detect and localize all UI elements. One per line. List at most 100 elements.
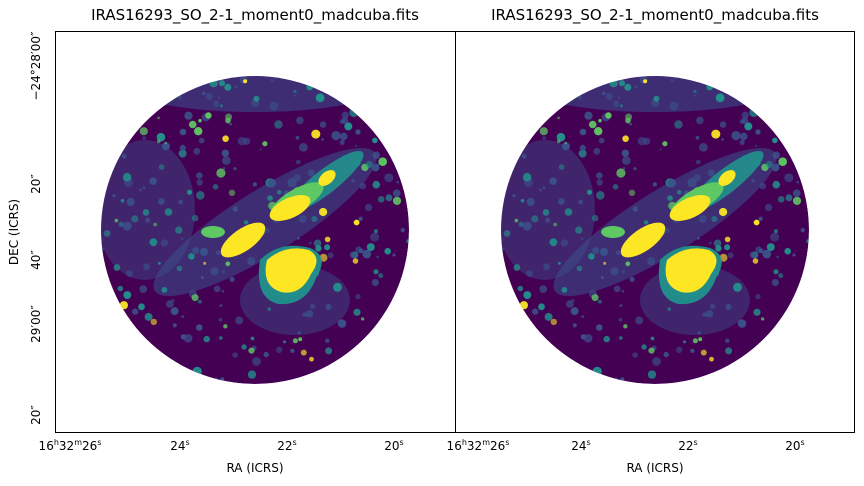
emission-speckle [392, 189, 401, 198]
emission-speckle [708, 241, 712, 245]
emission-speckle [122, 173, 132, 182]
emission-speckle [365, 161, 373, 168]
emission-speckle [558, 198, 565, 205]
emission-speckle [715, 93, 725, 103]
emission-speckle [693, 94, 696, 97]
emission-speckle [156, 139, 161, 144]
emission-speckle [676, 189, 682, 195]
emission-speckle [319, 121, 327, 128]
emission-speckle [576, 265, 583, 272]
emission-speckle [605, 112, 612, 119]
emission-speckle [327, 252, 334, 259]
y-tick-label: −24°28′00″ [29, 31, 43, 101]
emission-speckle [517, 285, 524, 292]
emission-speckle [674, 120, 683, 129]
emission-speckle [792, 189, 801, 198]
emission-speckle [603, 261, 607, 265]
emission-speckle [771, 279, 779, 286]
emission-speckle [192, 366, 202, 377]
emission-speckle [518, 221, 524, 227]
emission-speckle [117, 285, 124, 292]
ne-peak [269, 195, 311, 221]
emission-speckle [765, 161, 773, 168]
emission-speckle [188, 253, 195, 260]
emission-speckle [621, 269, 626, 274]
emission-speckle [378, 273, 384, 279]
emission-speckle [283, 340, 286, 344]
emission-speckle [733, 282, 742, 292]
emission-speckle [287, 178, 297, 188]
emission-speckle [203, 261, 207, 265]
emission-speckle [650, 336, 655, 341]
emission-speckle [296, 236, 300, 240]
emission-speckle [600, 275, 605, 280]
y-tick-label: 29′00″ [29, 305, 43, 343]
emission-speckle [683, 340, 686, 344]
emission-speckle [345, 124, 350, 128]
x-axis-title: RA (ICRS) [226, 461, 284, 475]
emission-speckle [297, 331, 301, 335]
emission-speckle [575, 226, 583, 234]
emission-speckle [667, 178, 677, 188]
emission-speckle [621, 290, 625, 293]
emission-speckle [142, 186, 146, 189]
emission-speckle [237, 137, 246, 146]
emission-speckle [360, 317, 365, 321]
emission-speckle [131, 308, 139, 315]
emission-speckle [270, 79, 274, 83]
emission-speckle [355, 294, 361, 300]
emission-speckle [378, 157, 388, 166]
emission-speckle [325, 338, 330, 344]
emission-speckle [719, 207, 728, 217]
emission-speckle [594, 127, 603, 136]
emission-speckle [145, 217, 151, 223]
emission-speckle [153, 222, 158, 227]
emission-speckle [521, 154, 527, 159]
emission-speckle [755, 294, 761, 300]
emission-speckle [180, 237, 184, 241]
emission-speckle [549, 177, 557, 185]
emission-speckle [618, 80, 626, 87]
x-tick-label: 24s [571, 438, 591, 453]
emission-speckle [519, 301, 529, 310]
emission-speckle [223, 324, 228, 329]
emission-speckle [222, 135, 229, 142]
emission-speckle [698, 215, 707, 223]
emission-speckle [556, 139, 561, 144]
emission-speckle [784, 173, 794, 183]
emission-speckle [198, 119, 202, 123]
emission-speckle [113, 264, 121, 271]
emission-speckle [593, 147, 601, 155]
emission-speckle [392, 196, 402, 205]
emission-speckle [624, 83, 632, 91]
emission-speckle [580, 334, 587, 340]
emission-speckle [620, 104, 623, 108]
emission-speckle [315, 93, 325, 103]
emission-speckle [784, 247, 791, 255]
emission-speckle [377, 196, 385, 203]
emission-speckle [692, 338, 698, 344]
emission-speckle [372, 180, 381, 189]
emission-speckle [792, 196, 802, 205]
emission-speckle [558, 261, 561, 265]
emission-speckle [605, 92, 613, 100]
emission-speckle [178, 199, 183, 205]
emission-speckle [362, 249, 372, 259]
emission-speckle [181, 315, 184, 318]
central-peak [220, 222, 266, 258]
emission-speckle [739, 139, 745, 145]
emission-speckle [731, 131, 741, 141]
emission-speckle [715, 245, 722, 252]
emission-speckle [205, 112, 212, 119]
emission-speckle [325, 304, 332, 310]
emission-speckle [539, 188, 542, 192]
emission-speckle [324, 236, 331, 243]
emission-speckle [512, 194, 516, 198]
emission-speckle [531, 308, 539, 315]
emission-speckle [267, 307, 271, 311]
emission-speckle [745, 124, 750, 128]
emission-speckle [752, 258, 759, 264]
emission-speckle [584, 111, 593, 120]
emission-speckle [139, 285, 148, 293]
emission-speckle [580, 237, 584, 241]
